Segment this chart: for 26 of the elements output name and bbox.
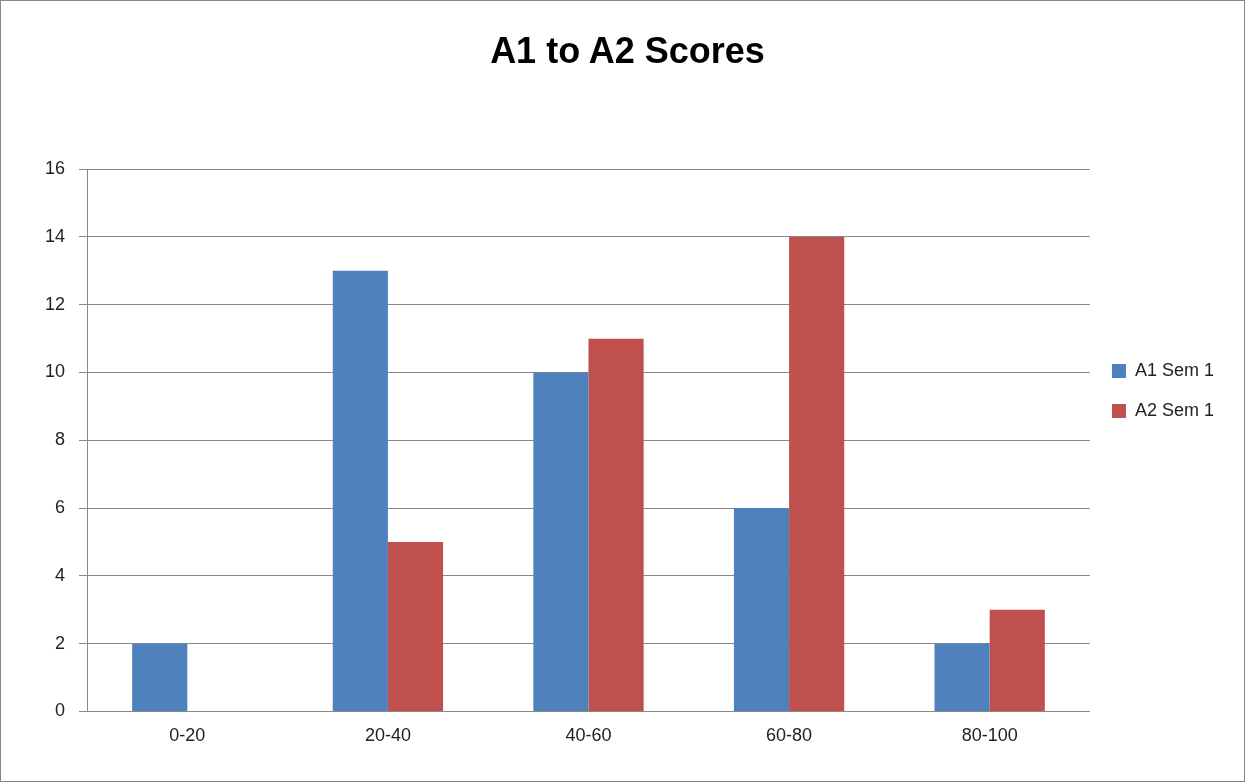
bar — [989, 609, 1045, 711]
bar — [789, 236, 845, 711]
y-tick-label: 16 — [44, 158, 66, 179]
bar — [387, 541, 444, 711]
y-tick-label: 0 — [55, 700, 66, 721]
x-tick-label: 0-20 — [169, 725, 206, 746]
bar — [132, 643, 188, 711]
bar — [533, 372, 589, 711]
x-tick-label: 20-40 — [364, 725, 411, 746]
y-tick-label: 12 — [44, 293, 66, 314]
legend-label: A1 Sem 1 — [1134, 359, 1215, 380]
y-tick-label: 14 — [44, 225, 66, 246]
y-tick-label: 4 — [55, 564, 66, 585]
chart-title: A1 to A2 Scores — [490, 29, 765, 71]
y-tick-label: 2 — [55, 632, 66, 653]
x-tick-label: 40-60 — [565, 725, 612, 746]
y-tick-label: 8 — [55, 429, 66, 450]
bar — [733, 508, 790, 711]
x-tick-label: 80-100 — [961, 725, 1018, 746]
bar — [588, 338, 644, 711]
x-tick-label: 60-80 — [766, 725, 813, 746]
y-tick-label: 10 — [44, 361, 66, 382]
bar — [332, 270, 388, 711]
bar — [934, 643, 990, 711]
legend-label: A2 Sem 1 — [1134, 399, 1215, 420]
y-tick-label: 6 — [55, 497, 66, 518]
